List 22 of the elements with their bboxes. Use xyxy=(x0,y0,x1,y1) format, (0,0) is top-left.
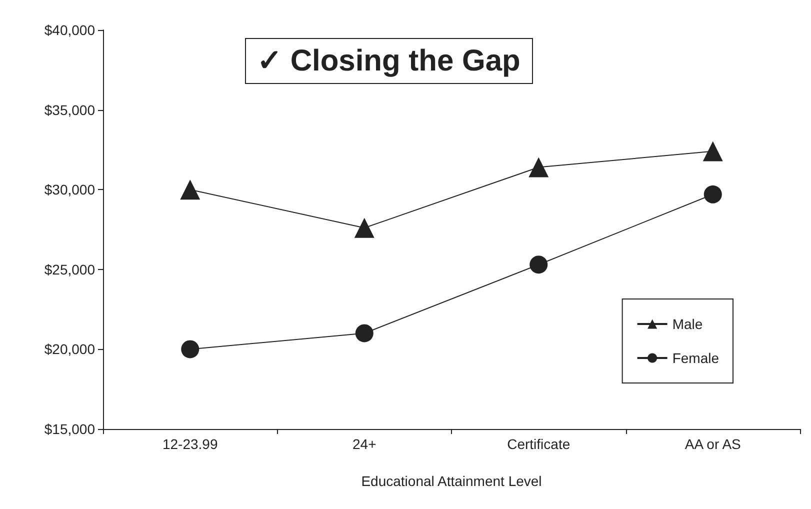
y-tick-label: $35,000 xyxy=(44,102,96,118)
y-tick-label: $25,000 xyxy=(44,261,96,278)
x-axis-title: Educational Attainment Level xyxy=(361,473,542,489)
x-tick-label: AA or AS xyxy=(684,436,741,452)
y-tick-label: $30,000 xyxy=(44,182,96,198)
point xyxy=(530,256,548,274)
legend-label: Female xyxy=(672,350,720,366)
y-tick-label: $20,000 xyxy=(44,341,96,358)
legend-label: Male xyxy=(672,316,703,332)
x-tick-label: 24+ xyxy=(352,436,376,452)
point xyxy=(180,180,200,200)
point xyxy=(704,185,722,204)
y-tick-label: $40,000 xyxy=(44,22,96,38)
x-tick-label: 12-23.99 xyxy=(162,436,218,452)
x-tick-label: Certificate xyxy=(507,436,570,452)
point xyxy=(702,141,723,162)
point xyxy=(528,157,549,178)
point xyxy=(354,218,374,238)
text: ✓ Closing the Gap xyxy=(257,44,520,78)
point xyxy=(181,340,200,358)
y-tick-label: $15,000 xyxy=(44,421,96,437)
point xyxy=(355,324,374,342)
